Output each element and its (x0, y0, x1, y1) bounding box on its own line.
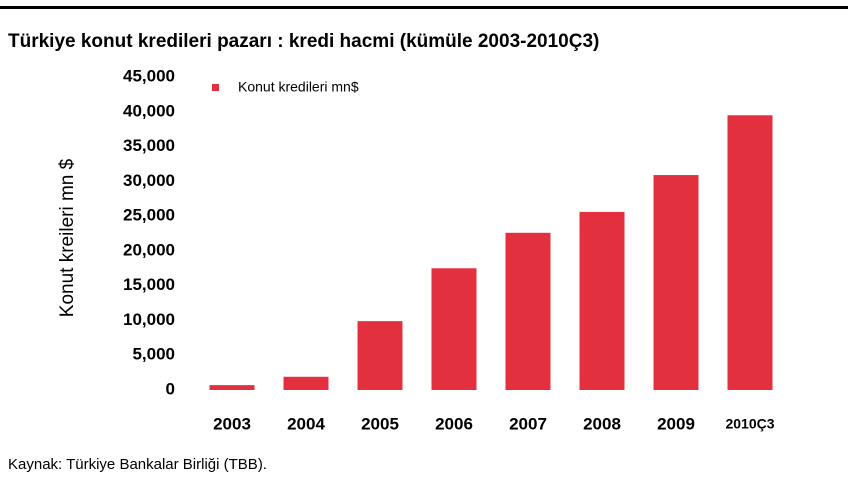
y-tick-label: 5,000 (132, 345, 175, 364)
top-rule (0, 6, 848, 9)
source-note: Kaynak: Türkiye Bankalar Birliği (TBB). (8, 456, 267, 473)
y-tick-label: 20,000 (123, 240, 175, 259)
y-tick-label: 15,000 (123, 275, 175, 294)
x-tick-label: 2004 (287, 414, 325, 433)
y-axis-label: Konut kreileri mn $ (57, 158, 78, 317)
y-tick-label: 0 (166, 379, 175, 398)
bar (357, 321, 403, 390)
legend-swatch (212, 84, 219, 91)
bar (209, 385, 255, 390)
chart-title: Türkiye konut kredileri pazarı : kredi h… (8, 31, 599, 52)
y-tick-label: 45,000 (123, 66, 175, 85)
x-tick-label: 2006 (435, 414, 473, 433)
x-tick-label: 2008 (583, 414, 621, 433)
bar (431, 268, 477, 390)
x-tick-label: 2003 (213, 414, 251, 433)
x-tick-label: 2009 (657, 414, 695, 433)
x-tick-label: 2007 (509, 414, 547, 433)
y-tick-label: 40,000 (123, 101, 175, 120)
x-tick-label: 2010Ç3 (725, 416, 774, 432)
bar (283, 376, 329, 390)
y-tick-label: 35,000 (123, 136, 175, 155)
bar (653, 175, 699, 390)
x-tick-label: 2005 (361, 414, 399, 433)
y-tick-label: 25,000 (123, 206, 175, 225)
y-tick-label: 10,000 (123, 310, 175, 329)
bar (505, 232, 551, 390)
y-tick-label: 30,000 (123, 171, 175, 190)
bar (579, 211, 625, 390)
legend-label: Konut kredileri mn$ (238, 79, 359, 95)
bar (727, 115, 773, 390)
